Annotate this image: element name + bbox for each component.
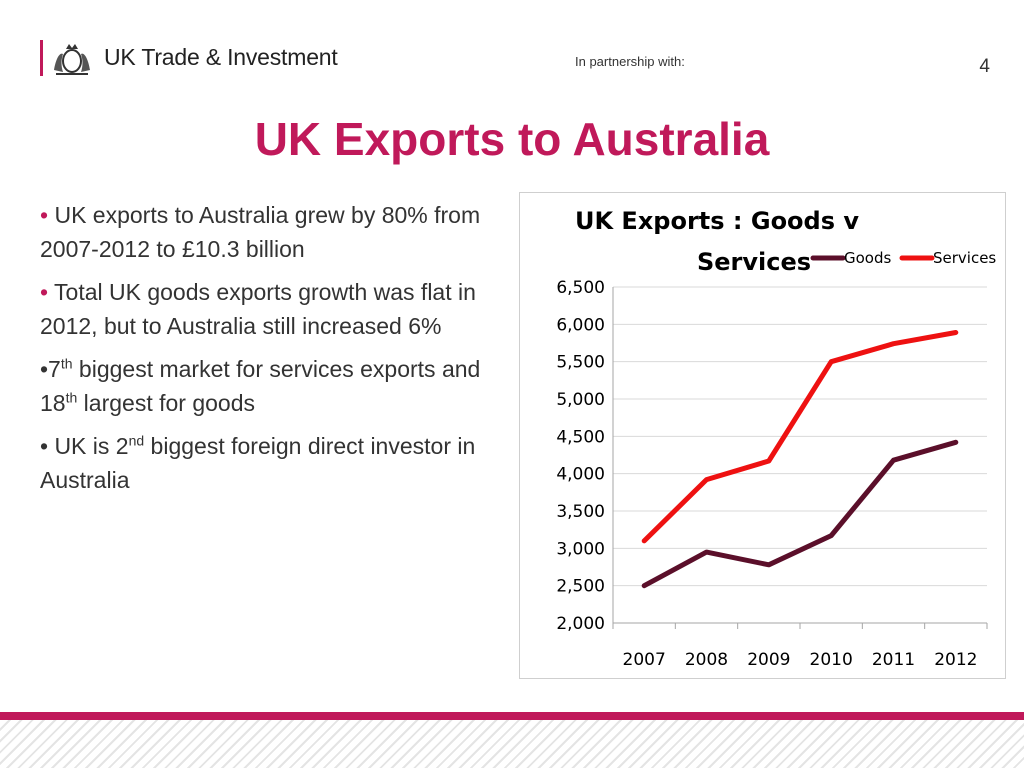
x-tick-label: 2012 [934,650,977,670]
y-tick-label: 2,000 [556,614,605,634]
bullet-text: Total UK goods exports growth was flat i… [40,279,476,339]
y-tick-label: 5,000 [556,390,605,410]
y-tick-label: 5,500 [556,353,605,373]
ordinal-suffix: th [65,389,78,406]
legend-label-services: Services [933,249,996,267]
partnership-label: In partnership with: [575,54,685,69]
legend-label-goods: Goods [844,249,891,267]
chart-title: UK Exports : Goods v [575,207,859,235]
chart-canvas: 2,000 2,500 3,000 3,500 4,000 4,500 5,000 5,500… [556,207,996,670]
x-tick-label: 2010 [810,650,853,670]
bullet-item: • UK exports to Australia grew by 80% fr… [40,198,510,266]
bullet-marker: • [40,202,49,228]
line-chart: 2,000 2,500 3,000 3,500 4,000 4,500 5,000 5,500… [519,192,1006,679]
y-tick-label: 4,500 [556,427,605,447]
y-tick-label: 6,000 [556,315,605,335]
header-accent-bar [40,40,43,76]
y-tick-label: 6,500 [556,278,605,298]
footer-hatch-pattern [0,720,1024,768]
x-tick-label: 2011 [872,650,915,670]
bullet-text: largest for goods [77,390,255,416]
y-tick-label: 3,000 [556,539,605,559]
y-tick-label: 2,500 [556,577,605,597]
slide-title: UK Exports to Australia [254,113,770,165]
royal-crest-icon [54,44,90,75]
bullet-text: biggest foreign direct investor in Austr… [40,433,476,493]
x-tick-label: 2007 [623,650,666,670]
bullet-item: • Total UK goods exports growth was flat… [40,275,510,343]
y-tick-label: 3,500 [556,502,605,522]
bullet-list: • UK exports to Australia grew by 80% fr… [40,198,510,506]
bullet-item: • UK is 2nd biggest foreign direct inves… [40,429,510,497]
brand-name: UK Trade & Investment [104,44,338,70]
bullet-text: UK exports to Australia grew by 80% from… [40,202,481,262]
ordinal-suffix: th [60,355,73,372]
page-number: 4 [979,56,990,77]
bullet-item: •7th biggest market for services exports… [40,352,510,420]
series-line-services [641,330,959,544]
ordinal-suffix: nd [128,432,145,449]
y-tick-label: 4,000 [556,465,605,485]
bullet-text: biggest market for services exports and … [40,356,481,416]
bullet-text: • UK is 2 [40,433,129,459]
footer-bar [0,712,1024,720]
bullet-text: •7 [40,356,61,382]
x-tick-label: 2009 [747,650,790,670]
series-line-goods [641,439,959,589]
x-tick-label: 2008 [685,650,728,670]
bullet-marker: • [40,279,49,305]
chart-title: Services [697,248,811,276]
